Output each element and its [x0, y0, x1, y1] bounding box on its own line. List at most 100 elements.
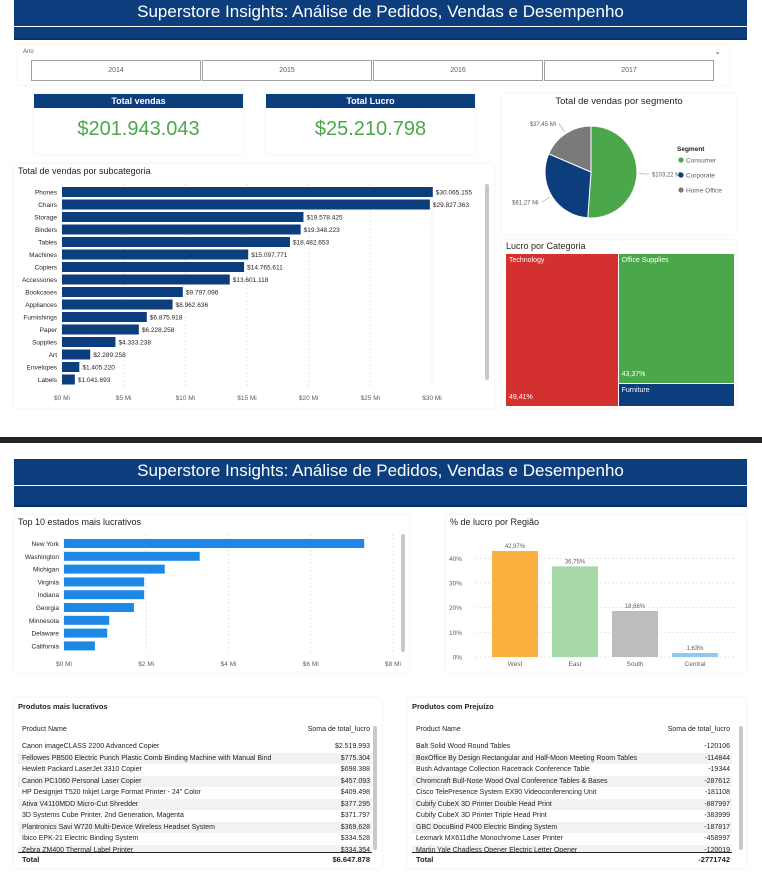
loss-table-col-value-header[interactable]: Soma de total_lucro	[667, 726, 730, 733]
chevron-down-icon[interactable]: ⌄	[714, 47, 721, 56]
region-bar[interactable]	[672, 652, 718, 657]
profit-table-row[interactable]: Canon imageCLASS 2200 Advanced Copier $2.…	[18, 741, 372, 753]
loss-table-row[interactable]: Chromcraft Bull-Nose Wood Oval Conferenc…	[412, 775, 732, 787]
subcat-bar[interactable]	[62, 287, 183, 297]
subcat-category-label: Paper	[40, 327, 58, 334]
subcat-bar[interactable]	[62, 312, 147, 322]
treemap-tile[interactable]	[618, 254, 734, 384]
profit-table-product-name: Plantronics Savi W720 Multi-Device Wirel…	[22, 823, 215, 831]
segment-legend-label[interactable]: Consumer	[686, 158, 717, 165]
region-chart-title: % de lucro por Região	[450, 517, 540, 527]
loss-table-product-name: GBC DocuBind P400 Electric Binding Syste…	[416, 823, 558, 831]
subcat-bar[interactable]	[62, 362, 80, 372]
segment-pie-slice[interactable]	[587, 125, 638, 219]
loss-table-row[interactable]: GBC DocuBind P400 Electric Binding Syste…	[412, 821, 732, 833]
loss-table-row[interactable]: Martin Yale Chadless Opener Electric Let…	[412, 844, 732, 856]
treemap-category-label: Furniture	[621, 387, 650, 395]
slicer-option-2016[interactable]: 2016	[373, 60, 543, 81]
subcat-bar[interactable]	[62, 224, 301, 235]
profit-table-profit-value: $334.354	[340, 846, 370, 854]
states-bar[interactable]	[64, 603, 134, 612]
subcategory-chart-title: Total de vendas por subcategoria	[18, 166, 151, 176]
region-bar[interactable]	[552, 566, 598, 657]
states-bar[interactable]	[64, 564, 165, 574]
kpi-sales-value: $201.943.043	[77, 118, 200, 140]
profit-table-row[interactable]: HP Designjet T520 Inkjet Large Format Pr…	[18, 787, 372, 799]
states-bar[interactable]	[64, 628, 108, 638]
segment-legend-marker	[678, 172, 684, 178]
segment-legend-label[interactable]: Corporate	[686, 173, 715, 180]
states-bar[interactable]	[64, 551, 200, 561]
profit-table-row[interactable]: Hewlett Packard LaserJet 3310 Copier $698…	[18, 764, 372, 776]
loss-table-product-name: BoxOffice By Design Rectangular and Half…	[416, 754, 638, 762]
subcategory-bar-chart: $0 Mi $5 Mi $10 Mi $15 Mi $20 Mi $25 Mi $30 Mi…	[22, 184, 472, 402]
subcat-value-label: $1.041.693	[78, 377, 111, 384]
loss-table-product-name: Cubify CubeX 3D Printer Double Head Prin…	[416, 800, 552, 808]
subcat-bar[interactable]	[62, 262, 245, 272]
loss-table-row[interactable]: Cisco TelePresence System EX90 Videoconf…	[412, 787, 732, 799]
segment-pie-slice[interactable]	[548, 125, 592, 173]
segment-legend-label[interactable]: Home Office	[686, 188, 722, 195]
loss-table-row[interactable]: Lexmark MX611dhe Monochrome Laser Printe…	[412, 833, 732, 845]
states-bar[interactable]	[64, 577, 145, 587]
loss-table-row[interactable]: Balt Solid Wood Round Tables -120106	[412, 741, 732, 753]
subcat-bar[interactable]	[62, 249, 249, 260]
profit-table-scrollbar[interactable]	[373, 726, 377, 850]
loss-table-profit-value: -120019	[704, 846, 730, 854]
slicer-option-2015[interactable]: 2015	[202, 60, 372, 81]
profit-table-row[interactable]: Ibico EPK-21 Electric Binding System $334…	[18, 833, 372, 845]
subcat-bar[interactable]	[62, 199, 430, 210]
loss-table-row[interactable]: Cubify CubeX 3D Printer Triple Head Prin…	[412, 810, 732, 822]
subcat-bar[interactable]	[62, 337, 116, 347]
profit-table-col-name-header[interactable]: Product Name	[22, 726, 67, 733]
region-bar[interactable]	[612, 610, 658, 657]
states-xtick: $2 Mi	[138, 661, 154, 668]
subcat-bar[interactable]	[62, 374, 75, 385]
subcat-value-label: $13.601.118	[233, 277, 269, 284]
subcat-bar[interactable]	[62, 237, 290, 247]
slicer-option-2017[interactable]: 2017	[544, 60, 714, 81]
segment-value-label: $37,45 Mi	[530, 122, 556, 128]
states-bar[interactable]	[64, 641, 95, 651]
treemap-tile[interactable]	[506, 254, 618, 406]
loss-table-row[interactable]: Cubify CubeX 3D Printer Double Head Prin…	[412, 798, 732, 810]
loss-table-row[interactable]: BoxOffice By Design Rectangular and Half…	[412, 752, 732, 764]
loss-table-col-name-header[interactable]: Product Name	[416, 726, 461, 733]
profit-table-row[interactable]: Zebra ZM400 Thermal Label Printer $334.35…	[18, 844, 372, 856]
profit-table-row[interactable]: Fellowes PB500 Electric Punch Plastic Co…	[18, 752, 372, 764]
states-bar[interactable]	[64, 615, 110, 625]
profit-table-row[interactable]: Ativa V4110MDD Micro-Cut Shredder $377.29…	[18, 798, 372, 810]
states-bar[interactable]	[64, 590, 145, 600]
profit-table-row[interactable]: Plantronics Savi W720 Multi-Device Wirel…	[18, 821, 372, 833]
profit-table-product-name: Zebra ZM400 Thermal Label Printer	[22, 846, 134, 854]
subcat-bar[interactable]	[62, 349, 91, 360]
profit-table-product-name: HP Designjet T520 Inkjet Large Format Pr…	[22, 789, 201, 796]
category-treemap-title: Lucro por Categoria	[506, 241, 586, 251]
profit-table-product-name: Ibico EPK-21 Electric Binding System	[22, 835, 139, 842]
segment-value-label: $61,27 Mi	[512, 201, 538, 207]
subcat-bar[interactable]	[62, 274, 230, 285]
profit-table-col-value-header[interactable]: Soma de total_lucro	[307, 726, 370, 733]
loss-table-scrollbar[interactable]	[739, 726, 743, 850]
subcat-bar[interactable]	[62, 324, 139, 335]
subcategory-scrollbar[interactable]	[485, 184, 489, 380]
profit-table-row[interactable]: Canon PC1060 Personal Laser Copier $457.0…	[18, 775, 372, 787]
subcat-value-label: $6.228.258	[142, 327, 175, 334]
subcat-bar[interactable]	[62, 212, 304, 222]
treemap-tile[interactable]	[618, 384, 734, 406]
region-ytick: 10%	[449, 630, 462, 637]
region-value-label: 36,75%	[565, 559, 586, 565]
states-bar[interactable]	[64, 539, 365, 548]
states-scrollbar[interactable]	[401, 534, 405, 652]
subcat-bar[interactable]	[62, 187, 433, 197]
region-ytick: 30%	[449, 581, 462, 588]
profit-table-profit-value: $334.528	[340, 835, 370, 842]
loss-table-row[interactable]: Bush Advantage Collection Racetrack Conf…	[412, 764, 732, 776]
subcat-value-label: $29.827.363	[433, 202, 470, 209]
profit-table-row[interactable]: 3D Systems Cube Printer, 2nd Generation,…	[18, 810, 372, 822]
segment-pie-slice[interactable]	[544, 153, 592, 219]
region-bar[interactable]	[492, 551, 538, 657]
slicer-option-2014[interactable]: 2014	[31, 60, 201, 81]
slicer-label: Ano	[23, 49, 34, 55]
subcat-bar[interactable]	[62, 299, 173, 310]
